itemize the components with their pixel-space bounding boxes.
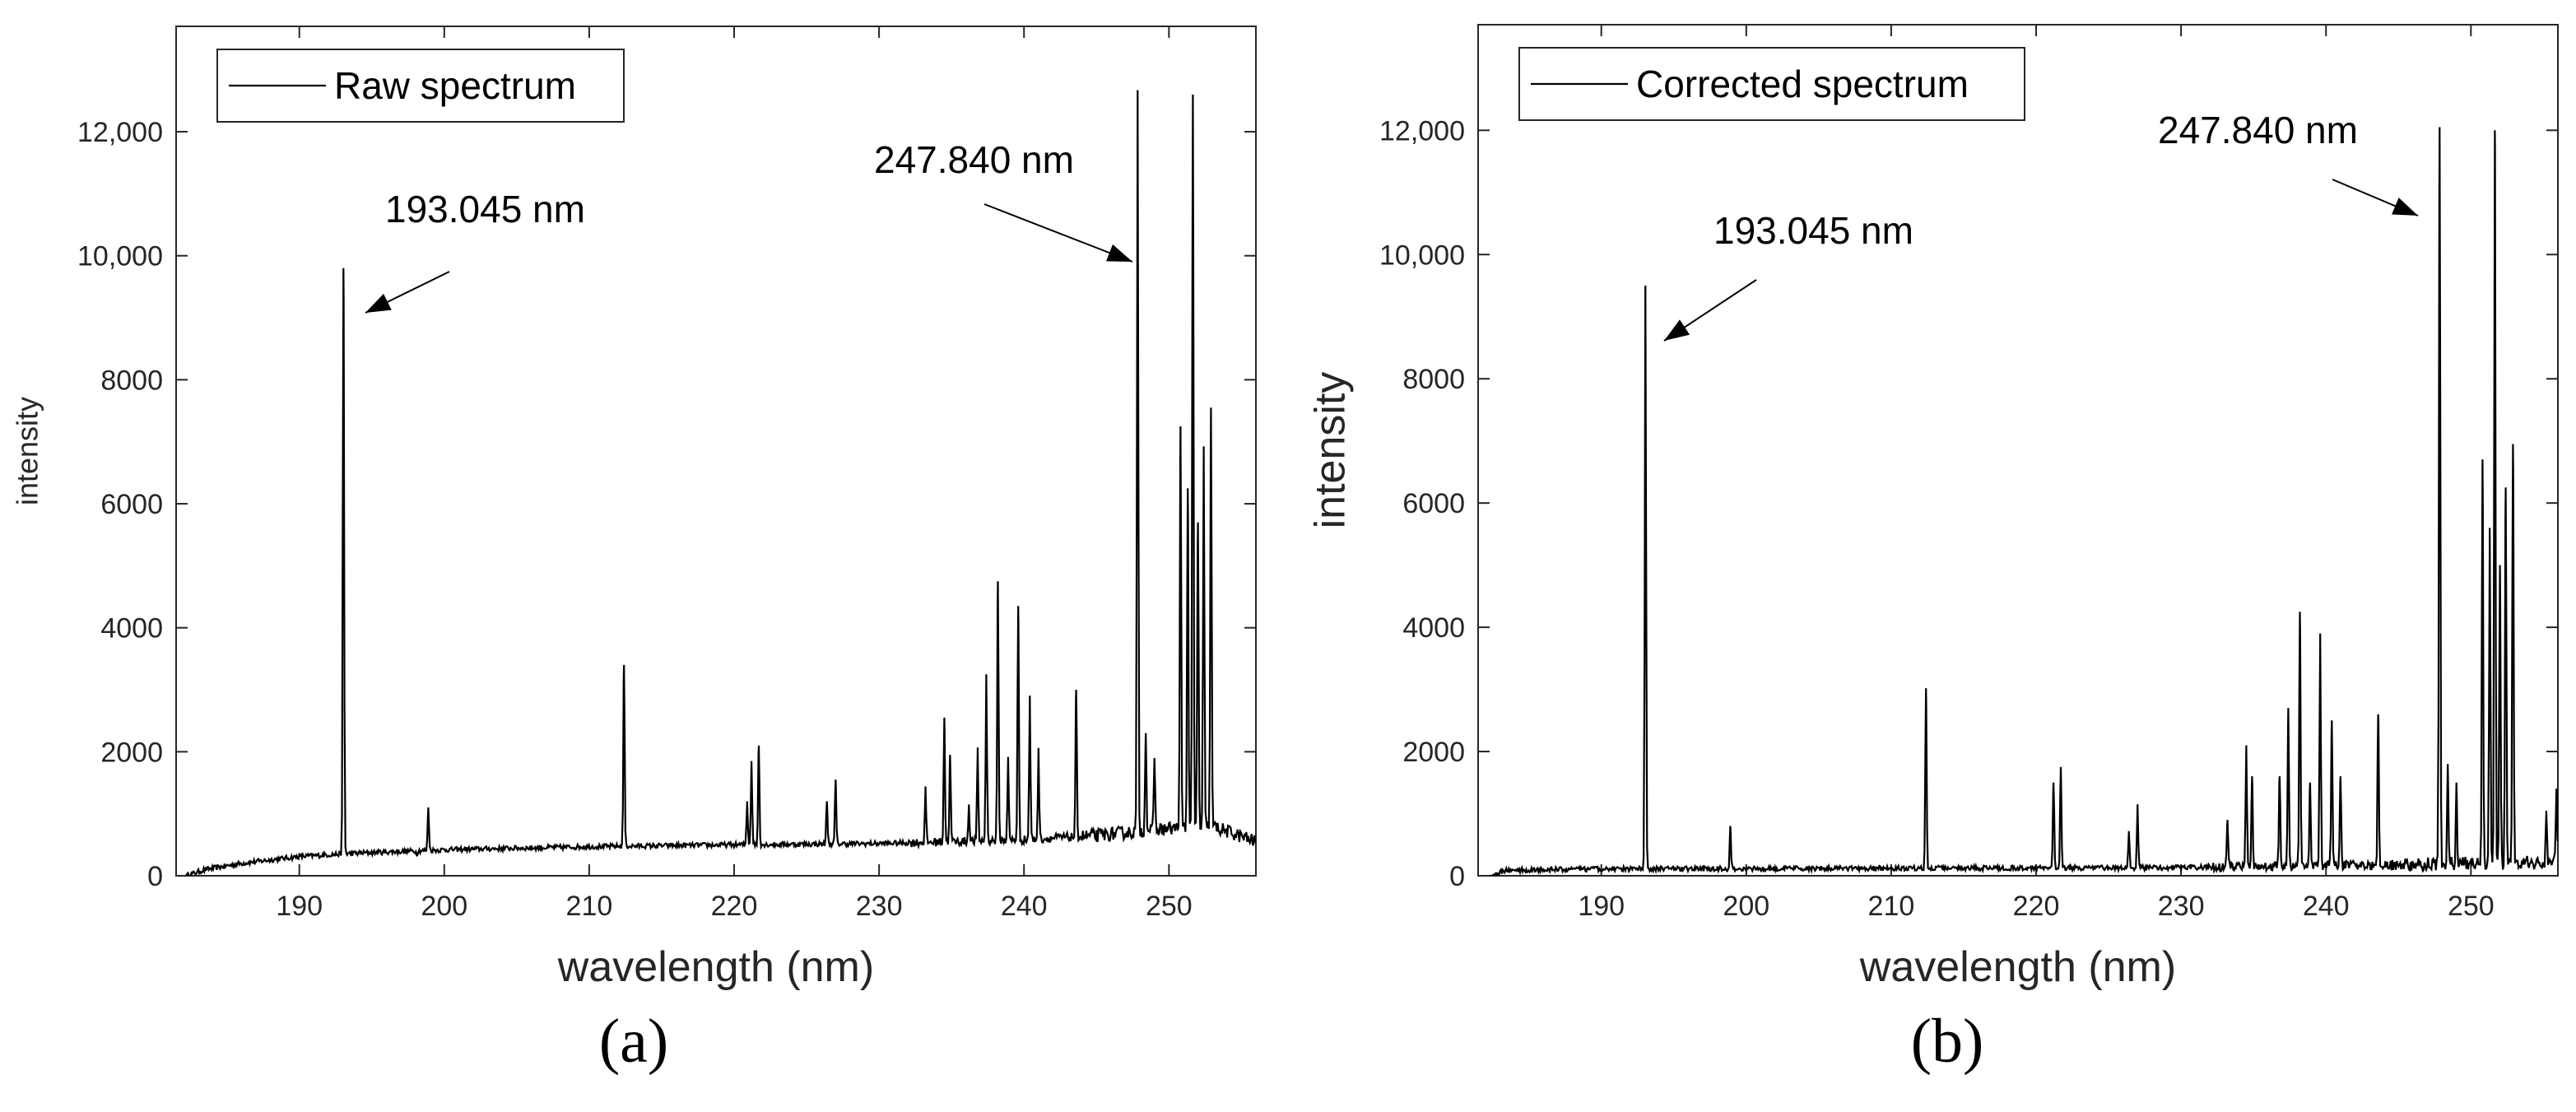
legend: Corrected spectrum xyxy=(1518,47,2025,121)
y-tick-label: 6000 xyxy=(1402,488,1465,519)
annotation-arrowhead xyxy=(1664,319,1690,341)
annotation-arrowhead xyxy=(2392,198,2418,216)
y-tick-label: 0 xyxy=(1449,861,1465,892)
panel-label: (a) xyxy=(599,1007,668,1076)
y-axis-title: intensity xyxy=(1307,372,1355,529)
plot-area xyxy=(175,26,1257,877)
legend-label: Raw spectrum xyxy=(334,64,576,107)
x-tick-label: 210 xyxy=(1868,891,1915,922)
y-axis-title: intensity xyxy=(11,397,44,505)
chart-panel-b: 190 200 210 220 230 240 250 0 2000 4000 6000 8000 10… xyxy=(1307,24,2559,1076)
x-tick-label: 190 xyxy=(1578,891,1625,922)
y-tick-label: 6000 xyxy=(100,489,163,520)
y-tick-label: 12,000 xyxy=(1379,115,1465,147)
y-tick-label: 4000 xyxy=(1402,612,1465,644)
y-tick-label: 4000 xyxy=(100,613,163,644)
annotation-arrow-line xyxy=(983,203,1133,263)
y-tick-label: 12,000 xyxy=(77,117,163,148)
x-tick-label: 230 xyxy=(856,891,903,922)
x-tick-label: 230 xyxy=(2158,891,2205,922)
y-tick-label: 2000 xyxy=(100,737,163,768)
chart-panel-a: 190 200 210 220 230 240 250 0 2000 4000 6000 8000 10… xyxy=(11,26,1257,1076)
panel-label: (b) xyxy=(1911,1007,1984,1076)
annotation: 193.045 nm xyxy=(365,188,585,314)
x-tick-label: 240 xyxy=(2303,891,2350,922)
x-tick-label: 250 xyxy=(2448,891,2495,922)
plot-area xyxy=(1477,24,2559,877)
y-tick-label: 8000 xyxy=(100,365,163,396)
annotation: 247.840 nm xyxy=(2158,109,2419,216)
x-tick-label: 250 xyxy=(1146,891,1193,922)
annotation-text: 193.045 nm xyxy=(385,188,585,230)
x-tick-label: 220 xyxy=(711,891,758,922)
x-tick-label: 200 xyxy=(1723,891,1769,922)
annotation: 247.840 nm xyxy=(874,138,1133,263)
series-line xyxy=(185,90,1256,876)
y-tick-label: 10,000 xyxy=(1379,240,1465,271)
annotation-arrowhead xyxy=(365,293,392,313)
y-tick-label: 10,000 xyxy=(77,241,163,272)
legend-label: Corrected spectrum xyxy=(1636,63,1969,105)
annotation: 193.045 nm xyxy=(1663,209,1913,342)
x-axis-title: wavelength (nm) xyxy=(1859,943,2176,991)
annotation-text: 193.045 nm xyxy=(1713,209,1913,252)
x-tick-label: 240 xyxy=(1001,891,1048,922)
annotation-text: 247.840 nm xyxy=(2158,109,2358,151)
y-tick-label: 8000 xyxy=(1402,364,1465,395)
x-axis-title: wavelength (nm) xyxy=(557,943,874,991)
y-tick-label: 0 xyxy=(147,861,163,892)
y-tick-label: 2000 xyxy=(1402,737,1465,768)
legend: Raw spectrum xyxy=(216,49,625,123)
x-tick-label: 200 xyxy=(421,891,467,922)
annotation-arrowhead xyxy=(1106,244,1132,262)
x-tick-label: 190 xyxy=(276,891,323,922)
x-tick-label: 210 xyxy=(566,891,613,922)
x-tick-label: 220 xyxy=(2013,891,2060,922)
series-line xyxy=(1490,127,2558,876)
annotation-text: 247.840 nm xyxy=(874,138,1074,181)
